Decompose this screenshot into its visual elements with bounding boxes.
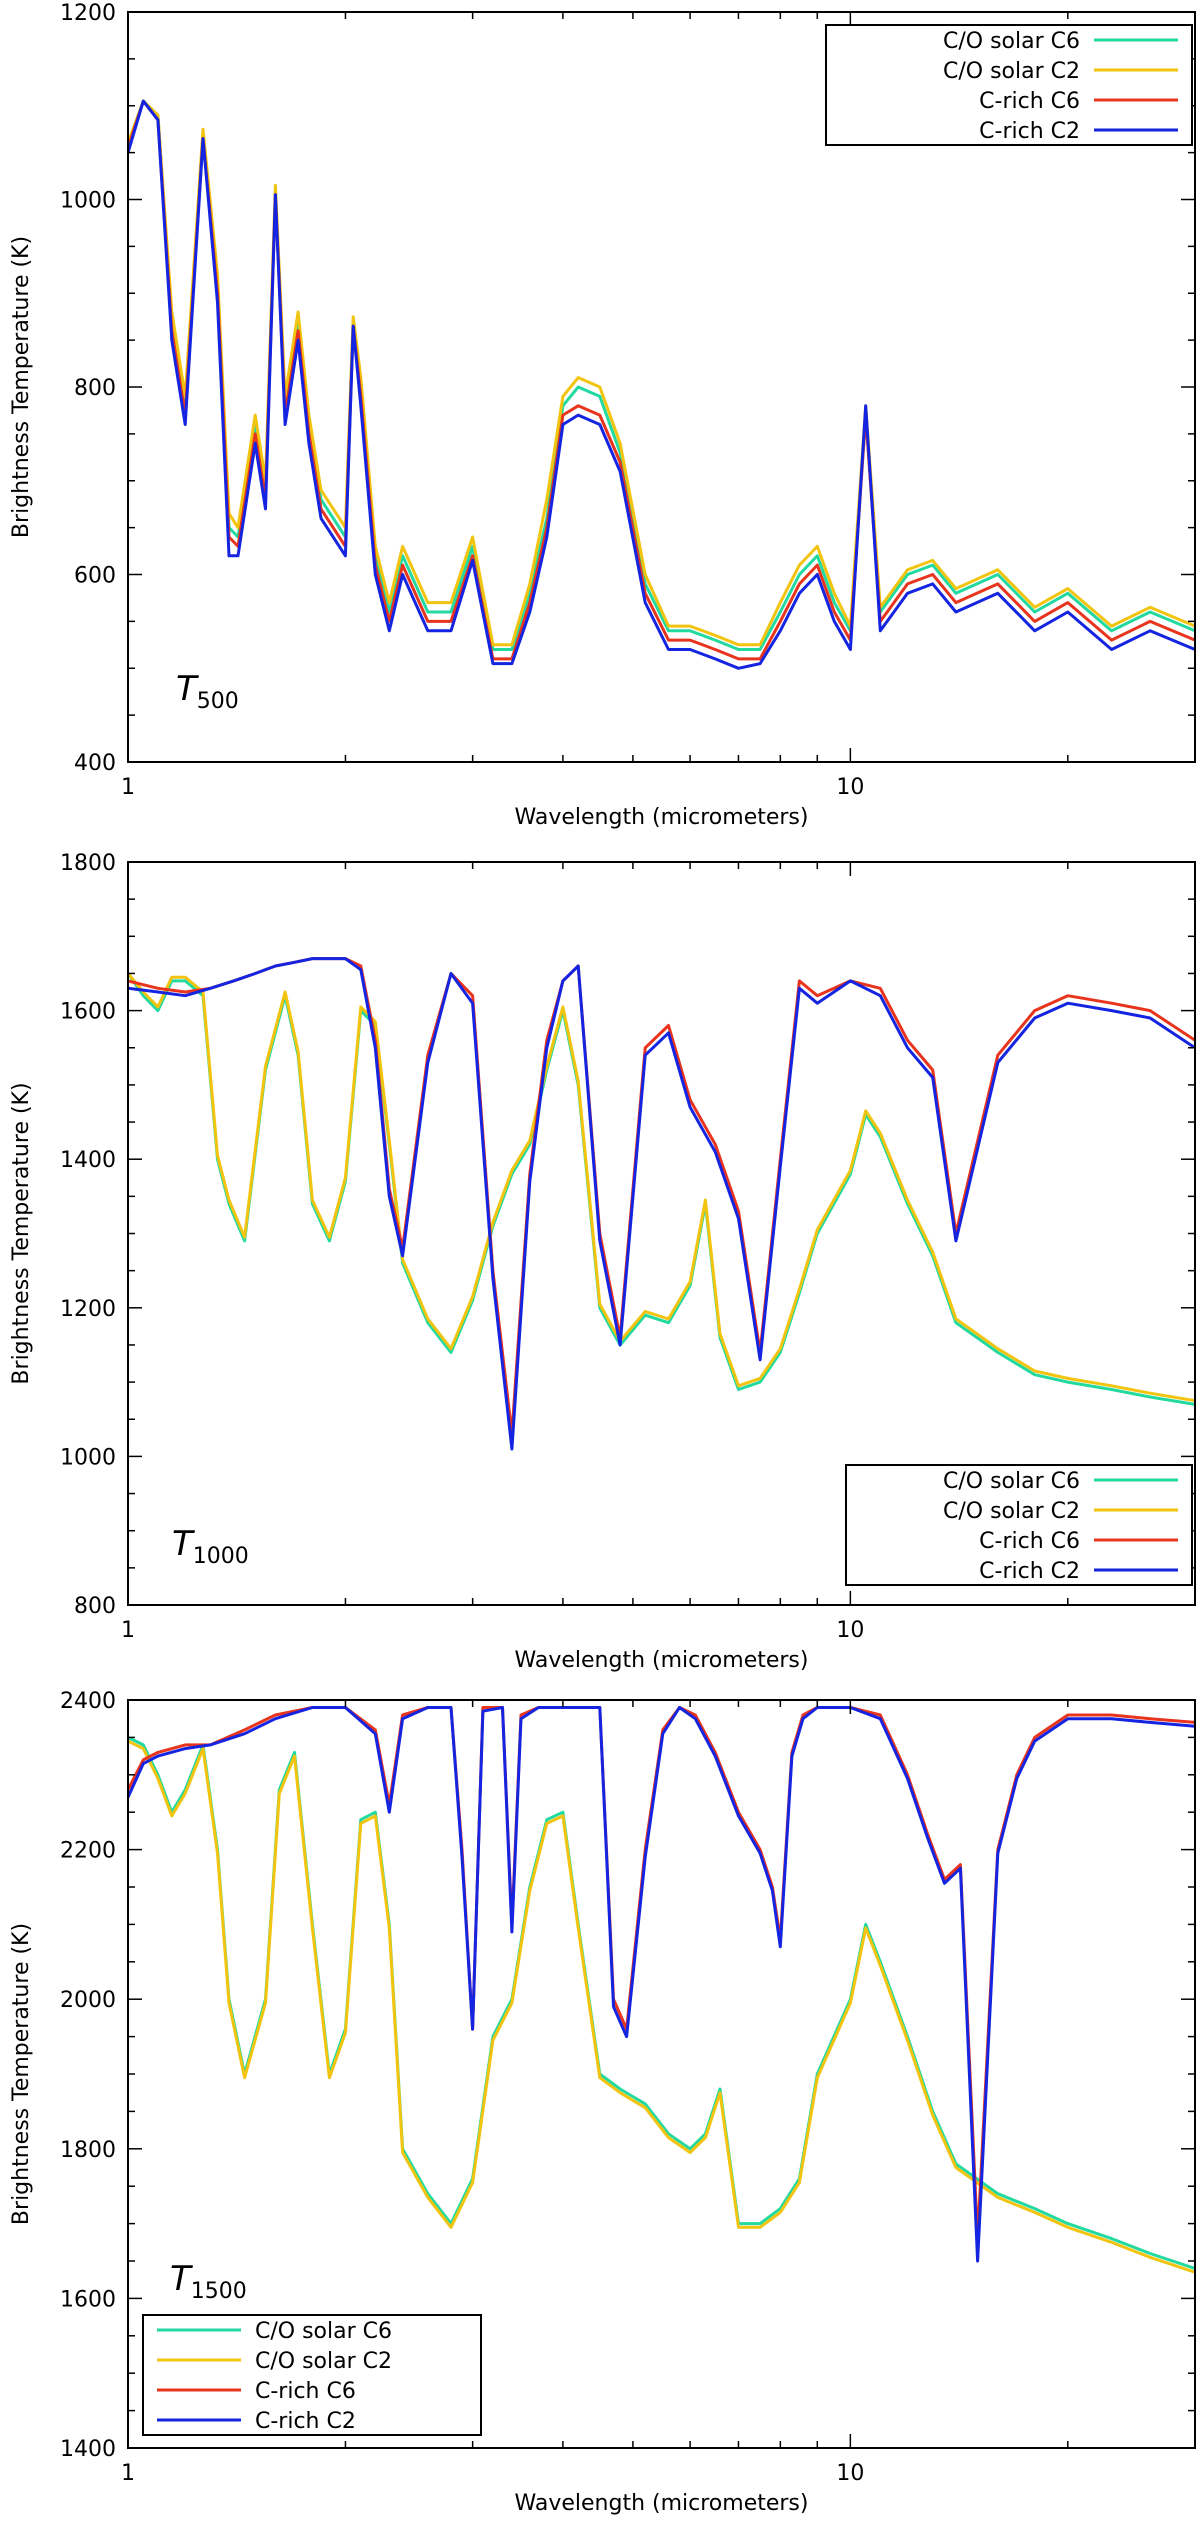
legend-entry: C-rich C6 [255, 2379, 356, 2404]
y-tick-label: 800 [74, 376, 116, 401]
legend-entry: C-rich C6 [979, 89, 1080, 114]
x-tick-label: 1 [121, 1618, 135, 1643]
series-line-c-rich-c2 [128, 1706, 1195, 2263]
series-line-c-rich-c6 [128, 957, 1195, 1436]
series-line-c-rich-c6 [128, 1706, 1195, 2241]
legend-entry: C/O solar C2 [255, 2349, 392, 2374]
panel-t500: 400 600 800 1000 1200 1 10 Wavelength (micromet… [9, 1, 1196, 830]
y-axis-label: Brightness Temperature (K) [9, 1923, 34, 2225]
legend: C/O solar C6 C/O solar C2 C-rich C6 C-rich … [825, 24, 1193, 146]
panel-label-main: T [170, 2259, 193, 2299]
y-tick-label: 1000 [60, 1445, 116, 1470]
x-tick-label: 10 [836, 2461, 864, 2486]
y-tick-label: 1400 [60, 2437, 116, 2462]
y-tick-label: 1600 [60, 2287, 116, 2312]
legend-entry: C/O solar C2 [943, 59, 1080, 84]
legend-entry: C-rich C2 [255, 2409, 356, 2434]
y-axis-label: Brightness Temperature (K) [9, 1082, 34, 1384]
legend-entry: C-rich C2 [979, 1559, 1080, 1584]
x-axis-label: Wavelength (micrometers) [515, 2491, 809, 2516]
legend: C/O solar C6 C/O solar C2 C-rich C6 C-rich … [142, 2314, 482, 2436]
y-tick-label: 2200 [60, 1839, 116, 1864]
x-tick-label: 10 [836, 775, 864, 800]
panel-label-sub: 500 [197, 689, 239, 714]
y-tick-label: 1800 [60, 851, 116, 876]
x-tick-label: 1 [121, 775, 135, 800]
legend-box [845, 1464, 1193, 1586]
legend-entry: C-rich C2 [979, 119, 1080, 144]
legend-entry: C/O solar C6 [943, 1469, 1080, 1494]
series-lines [128, 1706, 1195, 2274]
series-lines [128, 99, 1195, 670]
y-tick-label: 1000 [60, 189, 116, 214]
panel-t1500: 1400 1600 1800 2000 2200 2400 1 10 Wavelength (m… [9, 1689, 1196, 2516]
series-line-c-o-solar-c2 [128, 99, 1195, 647]
y-tick-label: 1200 [60, 1297, 116, 1322]
legend: C/O solar C6 C/O solar C2 C-rich C6 C-rich … [845, 1464, 1193, 1586]
y-axis-label: Brightness Temperature (K) [9, 236, 34, 538]
panel-label-main: T [176, 669, 199, 709]
legend-entry: C/O solar C2 [943, 1499, 1080, 1524]
series-line-c-o-solar-c2 [128, 1739, 1195, 2274]
series-lines [128, 957, 1195, 1451]
x-tick-label: 10 [836, 1618, 864, 1643]
series-line-c-rich-c2 [128, 957, 1195, 1451]
legend-entry: C/O solar C6 [255, 2319, 392, 2344]
x-axis-label: Wavelength (micrometers) [515, 805, 809, 830]
y-tick-label: 600 [74, 564, 116, 589]
x-tick-label: 1 [121, 2461, 135, 2486]
panel-label-sub: 1000 [193, 1544, 249, 1569]
y-tick-label: 2000 [60, 1988, 116, 2013]
series-line-c-o-solar-c2 [128, 972, 1195, 1403]
y-tick-label: 800 [74, 1594, 116, 1619]
y-tick-label: 1800 [60, 2138, 116, 2163]
y-tick-label: 400 [74, 751, 116, 776]
panel-label-sub: 1500 [191, 2279, 247, 2304]
series-line-c-o-solar-c6 [128, 1736, 1195, 2270]
panel-temperature-label: T1500 [170, 2259, 247, 2304]
panel-label-main: T [172, 1524, 195, 1564]
legend-entry: C/O solar C6 [943, 29, 1080, 54]
y-tick-label: 1200 [60, 1, 116, 26]
legend-box [142, 2314, 482, 2436]
y-tick-label: 1600 [60, 1000, 116, 1025]
y-tick-label: 2400 [60, 1689, 116, 1714]
x-axis-label: Wavelength (micrometers) [515, 1648, 809, 1673]
y-tick-label: 1400 [60, 1148, 116, 1173]
panel-t1000: 800 1000 1200 1400 1600 1800 1 10 Wavelength (mi… [9, 851, 1196, 1673]
series-line-c-rich-c2 [128, 99, 1195, 670]
panel-temperature-label: T500 [176, 669, 239, 714]
legend-box [825, 24, 1193, 146]
legend-entry: C-rich C6 [979, 1529, 1080, 1554]
panel-temperature-label: T1000 [172, 1524, 249, 1569]
